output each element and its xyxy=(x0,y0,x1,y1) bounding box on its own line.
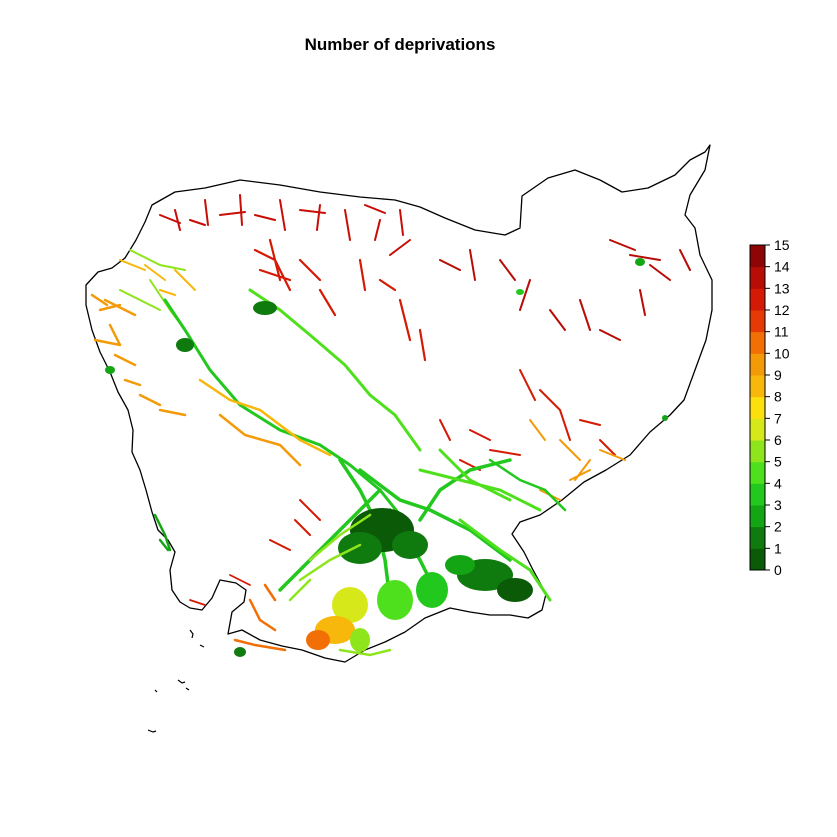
legend-tick-label: 7 xyxy=(774,410,782,426)
legend-tick-label: 15 xyxy=(774,237,790,253)
legend-tick-label: 0 xyxy=(774,562,782,578)
country-map xyxy=(85,144,713,733)
country-outline xyxy=(85,144,713,663)
legend-swatch xyxy=(750,526,765,549)
legend-swatch xyxy=(750,396,765,419)
legend-swatch xyxy=(750,418,765,441)
legend-tick-label: 12 xyxy=(774,302,790,318)
legend-swatch xyxy=(750,483,765,506)
legend-swatches xyxy=(750,245,765,571)
legend-swatch xyxy=(750,461,765,484)
legend-swatch xyxy=(750,375,765,398)
legend-tick-label: 14 xyxy=(774,259,790,275)
legend-frame xyxy=(749,244,766,571)
legend-tick-label: 3 xyxy=(774,497,782,513)
legend-tick-label: 11 xyxy=(774,324,789,340)
legend-swatch xyxy=(750,505,765,528)
legend-swatch xyxy=(750,548,765,571)
legend-tick-label: 1 xyxy=(774,540,782,556)
legend-swatch xyxy=(750,331,765,354)
legend-tick-label: 5 xyxy=(774,454,782,470)
legend-swatch xyxy=(750,310,765,333)
legend-tick-label: 6 xyxy=(774,432,782,448)
legend-swatch xyxy=(750,266,765,289)
islands xyxy=(147,629,205,733)
legend-swatch xyxy=(750,353,765,376)
legend-swatch xyxy=(750,245,765,268)
legend-swatch xyxy=(750,288,765,311)
plot-title: Number of deprivations xyxy=(305,35,496,54)
deprivation-raster xyxy=(90,194,691,657)
legend-swatch xyxy=(750,440,765,463)
legend-tick-label: 4 xyxy=(774,475,782,491)
legend-tick-label: 10 xyxy=(774,345,790,361)
legend-tick-label: 13 xyxy=(774,280,790,296)
legend-tick-label: 9 xyxy=(774,367,782,383)
legend-tick-label: 2 xyxy=(774,519,782,535)
legend-tick-label: 8 xyxy=(774,389,782,405)
